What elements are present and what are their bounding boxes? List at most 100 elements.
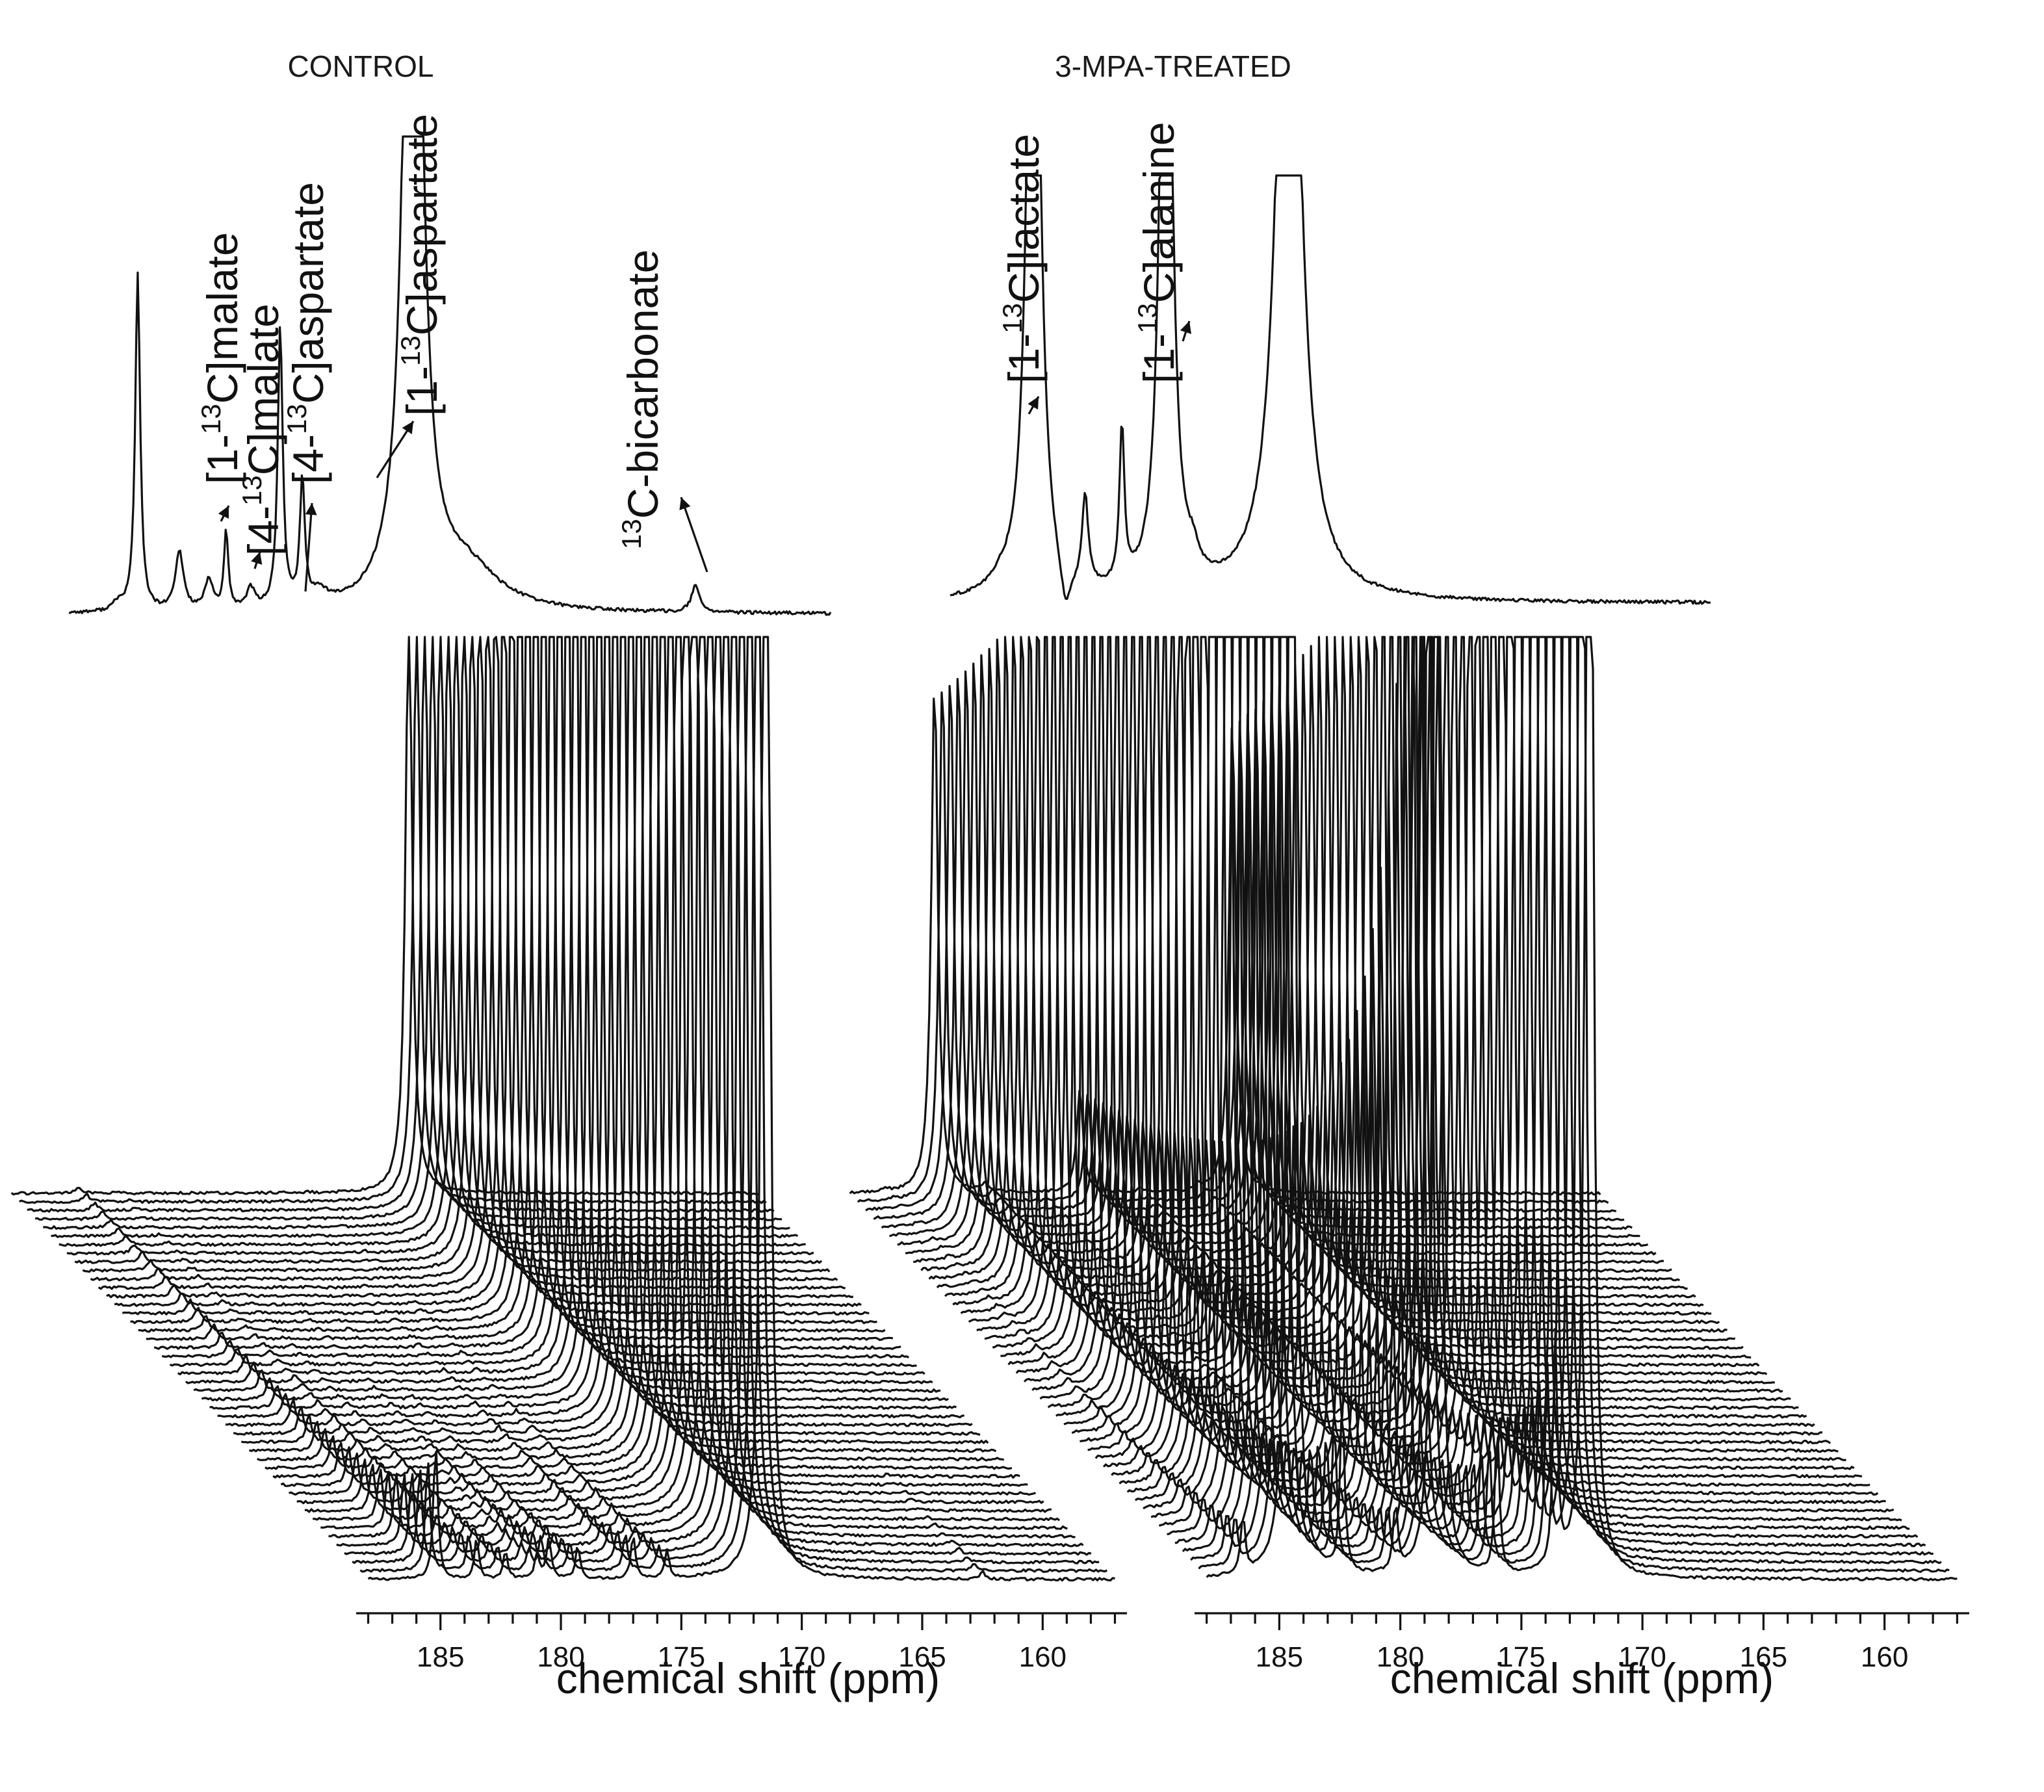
peak-label-prefix: [1- [1135,333,1183,383]
stacked-spectrum [336,636,1084,1548]
control-panel: CONTROL [1-13C]malate[4-13C]malate[4-13C… [10,49,1127,1702]
stacked-spectrum [249,636,997,1453]
stacked-spectrum [201,636,949,1401]
stacked-spectrum [97,636,846,1290]
peak-label-prefix: [1- [198,434,246,484]
peak-label-isotope: 13 [237,475,267,506]
stacked-spectrum [90,636,838,1282]
stacked-spectrum [27,636,775,1213]
stacked-spectrum [1182,636,1934,1556]
peak-arrowhead [1028,396,1039,410]
peak-label-prefix: [1- [1000,333,1048,383]
stacked-spectrum [66,636,814,1256]
stacked-spectrum [153,636,901,1350]
peak-label-isotope: 13 [395,335,426,366]
peak-label: 13C-bicarbonate [616,250,667,549]
stacked-spectrum [359,636,1108,1573]
peak-label-name: C-bicarbonate [619,250,667,519]
peak-arrowhead [305,503,317,515]
stacked-spectrum [217,636,964,1419]
x-tick-label: 185 [1256,1641,1303,1673]
peak-label-isotope: 13 [616,519,647,549]
treated-panel: 3-MPA-TREATED [1-13C]lactate[1-13C]alani… [849,49,1969,1702]
peak-label: [1-13C]aspartate [395,114,446,416]
stacked-spectrum [185,636,933,1384]
stacked-spectrum [352,636,1100,1565]
peak-label: [1-13C]lactate [997,134,1048,383]
stacked-spectrum [209,636,957,1410]
treated-x-axis: 185 180 175 170 165 160 [1195,1612,1969,1673]
stacked-spectrum [161,636,909,1359]
stacked-spectrum [138,636,886,1333]
x-tick-label: 160 [1861,1641,1908,1673]
stacked-spectrum [1023,636,1775,1384]
x-tick-label: 180 [1377,1641,1424,1673]
x-tick-label: 170 [778,1641,825,1673]
peak-label-name: C]lactate [1000,134,1048,303]
peak-label-isotope: 13 [281,404,312,434]
stacked-spectrum [1190,636,1942,1565]
peak-arrowhead [1180,321,1192,334]
stacked-spectrum [193,636,941,1393]
peak-label-isotope: 13 [1132,303,1163,333]
peak-label: [1-13C]alanine [1132,122,1183,383]
treated-peak-labels: [1-13C]lactate[1-13C]alanine [997,122,1192,415]
peak-label-isotope: 13 [997,303,1028,333]
x-tick-label: 165 [1740,1641,1787,1673]
stacked-spectrum [265,636,1013,1470]
peak-label-name: C]alanine [1135,122,1183,303]
peak-label: [4-13C]malate [237,304,287,556]
treated-x-axis-title: chemical shift (ppm) [1390,1654,1774,1702]
peak-label-name: C]malate [239,304,287,475]
x-tick-label: 175 [658,1641,705,1673]
stacked-spectrum [10,636,758,1196]
stacked-spectrum [1126,636,1879,1496]
stacked-spectrum [106,636,854,1299]
peak-label-name: C]aspartate [284,182,332,404]
x-tick-label: 160 [1019,1641,1067,1673]
x-tick-label: 185 [417,1641,464,1673]
peak-label-name: C]aspartate [398,114,446,335]
stacked-spectrum [146,636,894,1342]
treated-panel-title: 3-MPA-TREATED [1055,49,1291,83]
peak-label-prefix: [4- [284,434,332,484]
stacked-spectrum [240,636,989,1444]
stacked-spectrum [51,636,799,1239]
control-x-axis: 185 180 175 170 165 160 [356,1612,1127,1673]
stacked-spectrum [233,636,981,1436]
peak-label-prefix: [4- [239,506,287,556]
x-tick-label: 180 [537,1641,584,1673]
peak-label-name: C]malate [198,232,246,404]
stacked-spectrum [177,636,925,1376]
peak-label-prefix: [1- [398,366,446,416]
stacked-spectrum [58,636,806,1247]
control-stacked-spectra [10,636,1115,1582]
stacked-spectrum [1198,636,1950,1573]
x-tick-label: 175 [1497,1641,1545,1673]
control-peak-labels: [1-13C]malate[4-13C]malate[4-13C]asparta… [196,114,708,592]
stacked-spectrum [19,636,767,1204]
stacked-spectrum [122,636,870,1316]
stacked-spectrum [1206,636,1958,1581]
control-panel-title: CONTROL [288,49,434,83]
peak-label: [4-13C]aspartate [281,182,332,484]
stacked-spectrum [114,636,862,1307]
stacked-spectrum [225,636,973,1427]
x-tick-label: 170 [1618,1641,1666,1673]
control-summed-spectrum [68,135,832,616]
stacked-spectrum [272,636,1020,1479]
peak-arrow [680,497,708,573]
peak-arrowhead [402,421,413,435]
stacked-spectrum [280,636,1028,1487]
peak-arrow [304,502,313,592]
stacked-spectrum [34,636,783,1221]
stacked-spectrum [257,636,1004,1462]
stacked-spectrum [344,636,1092,1556]
treated-summed-spectrum [950,174,1711,605]
stacked-spectrum [43,636,790,1230]
peak-label: [1-13C]malate [196,232,246,484]
stacked-spectrum [1087,636,1839,1453]
stacked-spectrum [82,636,831,1273]
peak-label-isotope: 13 [196,404,226,434]
